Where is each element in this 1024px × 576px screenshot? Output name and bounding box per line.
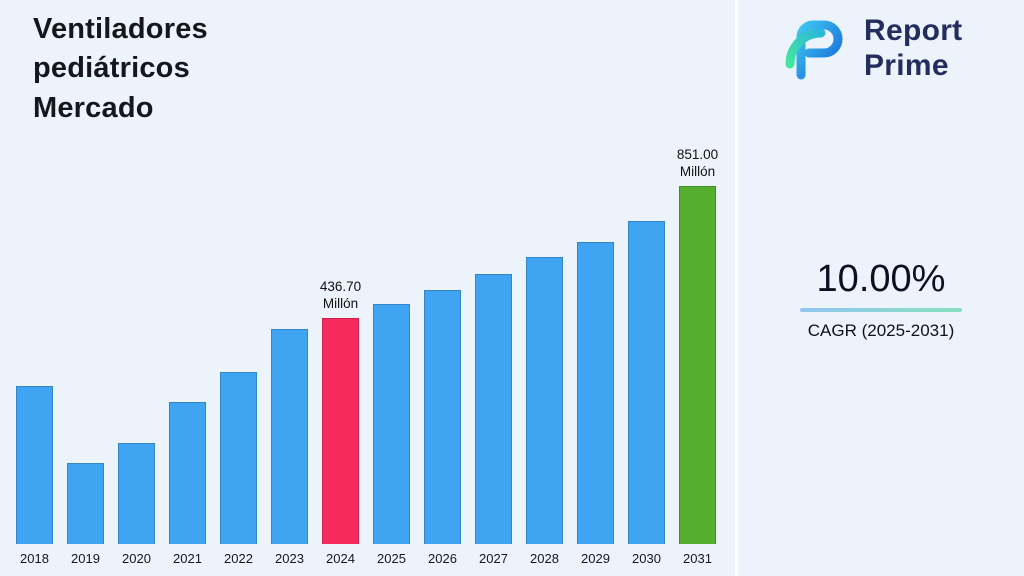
x-tick-2031: 2031 xyxy=(683,551,712,566)
bar-2020 xyxy=(118,443,155,544)
bar-2022 xyxy=(220,372,257,544)
page-title: Ventiladores pediátricos Mercado xyxy=(33,13,208,124)
bar-group-2025: 2025 xyxy=(373,304,410,566)
cagr-label: CAGR (2025-2031) xyxy=(807,321,955,340)
x-tick-2029: 2029 xyxy=(581,551,610,566)
bar-2021 xyxy=(169,402,206,544)
report-prime-logo-icon xyxy=(785,20,843,80)
bar-group-2030: 2030 xyxy=(628,221,665,566)
bar-group-2028: 2028 xyxy=(526,257,563,566)
brand-wordmark: Report Prime xyxy=(864,13,962,83)
x-tick-2026: 2026 xyxy=(428,551,457,566)
brand-logo: Report Prime xyxy=(778,10,962,86)
bar-group-2020: 2020 xyxy=(118,443,155,566)
bar-2031 xyxy=(679,186,716,544)
bar-group-2023: 2023 xyxy=(271,329,308,566)
x-tick-2028: 2028 xyxy=(530,551,559,566)
x-tick-2019: 2019 xyxy=(71,551,100,566)
vertical-divider xyxy=(735,0,738,576)
bar-2019 xyxy=(67,463,104,544)
x-tick-2020: 2020 xyxy=(122,551,151,566)
x-tick-2025: 2025 xyxy=(377,551,406,566)
bar-group-2027: 2027 xyxy=(475,274,512,566)
cagr-panel: 10.00% CAGR (2025-2031) xyxy=(738,258,1024,341)
bar-group-2019: 2019 xyxy=(67,463,104,566)
bar-2018 xyxy=(16,386,53,544)
bar-2024 xyxy=(322,318,359,544)
x-tick-2022: 2022 xyxy=(224,551,253,566)
bar-2028 xyxy=(526,257,563,544)
cagr-underline xyxy=(800,308,962,312)
bar-2023 xyxy=(271,329,308,544)
annotation-unit-2024: Millón xyxy=(322,296,359,312)
cagr-value: 10.00% xyxy=(816,258,946,300)
annotation-value-2031: 851.00 xyxy=(676,147,719,163)
bar-group-2018: 2018 xyxy=(16,386,53,566)
x-tick-2021: 2021 xyxy=(173,551,202,566)
bar-2025 xyxy=(373,304,410,544)
x-tick-2030: 2030 xyxy=(632,551,661,566)
annotation-value-2024: 436.70 xyxy=(319,279,362,295)
bar-2030 xyxy=(628,221,665,544)
bar-group-2029: 2029 xyxy=(577,242,614,566)
bar-annotation-2024: 436.70 Millón xyxy=(320,279,361,313)
brand-word-prime: Prime xyxy=(864,49,949,82)
bar-chart: 2018 2019 2020 2021 2022 2023 436.70 Millón 2024… xyxy=(16,147,718,566)
bar-group-2026: 2026 xyxy=(424,290,461,566)
bar-annotation-2031: 851.00 Millón xyxy=(677,147,718,181)
x-tick-2024: 2024 xyxy=(326,551,355,566)
bar-2026 xyxy=(424,290,461,544)
x-tick-2023: 2023 xyxy=(275,551,304,566)
bar-group-2024: 436.70 Millón 2024 xyxy=(320,279,361,566)
bar-group-2022: 2022 xyxy=(220,372,257,566)
x-tick-2027: 2027 xyxy=(479,551,508,566)
bar-group-2031: 851.00 Millón 2031 xyxy=(677,147,718,566)
bar-group-2021: 2021 xyxy=(169,402,206,566)
brand-word-report: Report xyxy=(864,14,963,47)
annotation-unit-2031: Millón xyxy=(679,164,716,180)
x-tick-2018: 2018 xyxy=(20,551,49,566)
bar-2029 xyxy=(577,242,614,544)
bar-2027 xyxy=(475,274,512,544)
